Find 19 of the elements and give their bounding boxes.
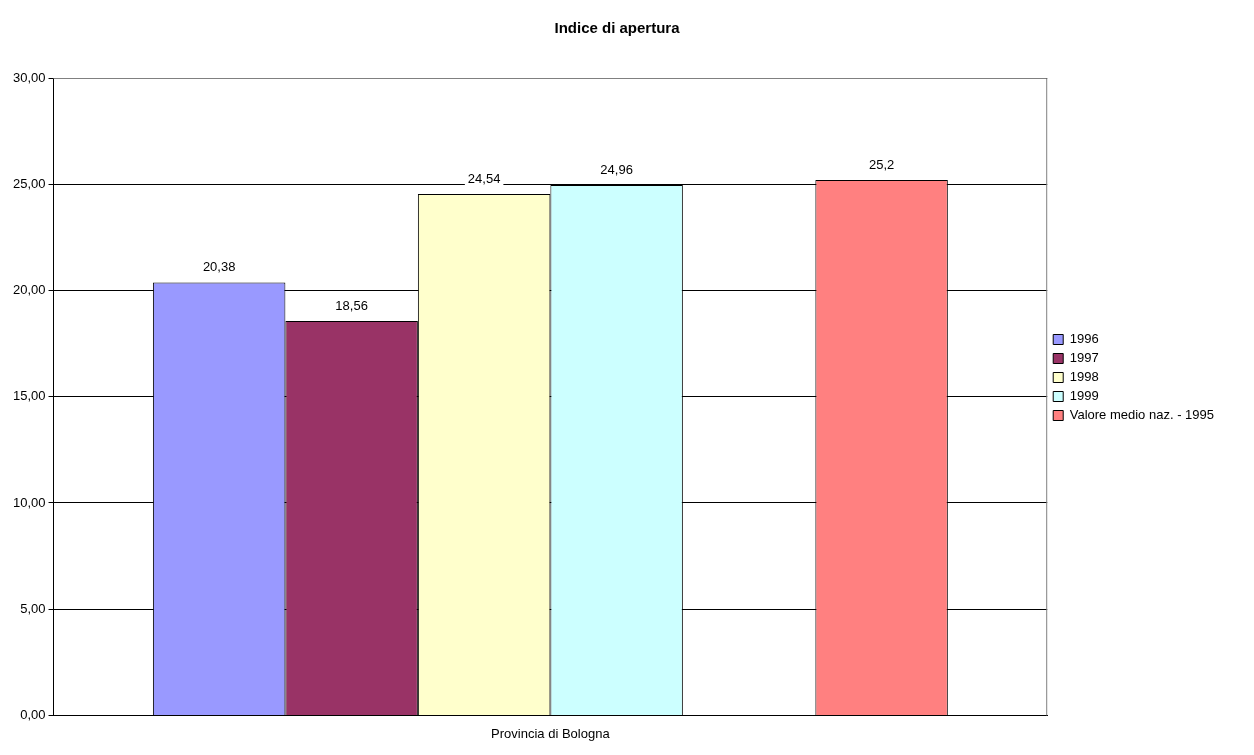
legend-label: 1997 [1069, 350, 1099, 366]
chart-title: Indice di apertura [554, 19, 681, 37]
legend-label: Valore medio naz. - 1995 [1069, 407, 1215, 423]
data-label: 18,56 [335, 298, 368, 314]
y-tick-label: 20,00 [12, 282, 46, 298]
data-label: 24,54 [467, 171, 501, 187]
data-label: 24,96 [600, 162, 633, 178]
y-tick-label: 15,00 [12, 388, 46, 404]
y-tick-label: 30,00 [12, 69, 46, 85]
y-tick-label: 0,00 [20, 706, 46, 722]
x-tick-label: Provincia di Bologna [491, 725, 611, 741]
data-label: 25,2 [868, 157, 895, 173]
legend-label: 1998 [1069, 369, 1099, 385]
y-tick-label: 25,00 [12, 175, 46, 191]
data-label: 20,38 [202, 259, 236, 275]
legend-label: 1999 [1069, 388, 1099, 404]
y-tick-label: 5,00 [20, 600, 46, 616]
legend-label: 1996 [1069, 331, 1099, 347]
y-tick-label: 10,00 [12, 494, 46, 510]
